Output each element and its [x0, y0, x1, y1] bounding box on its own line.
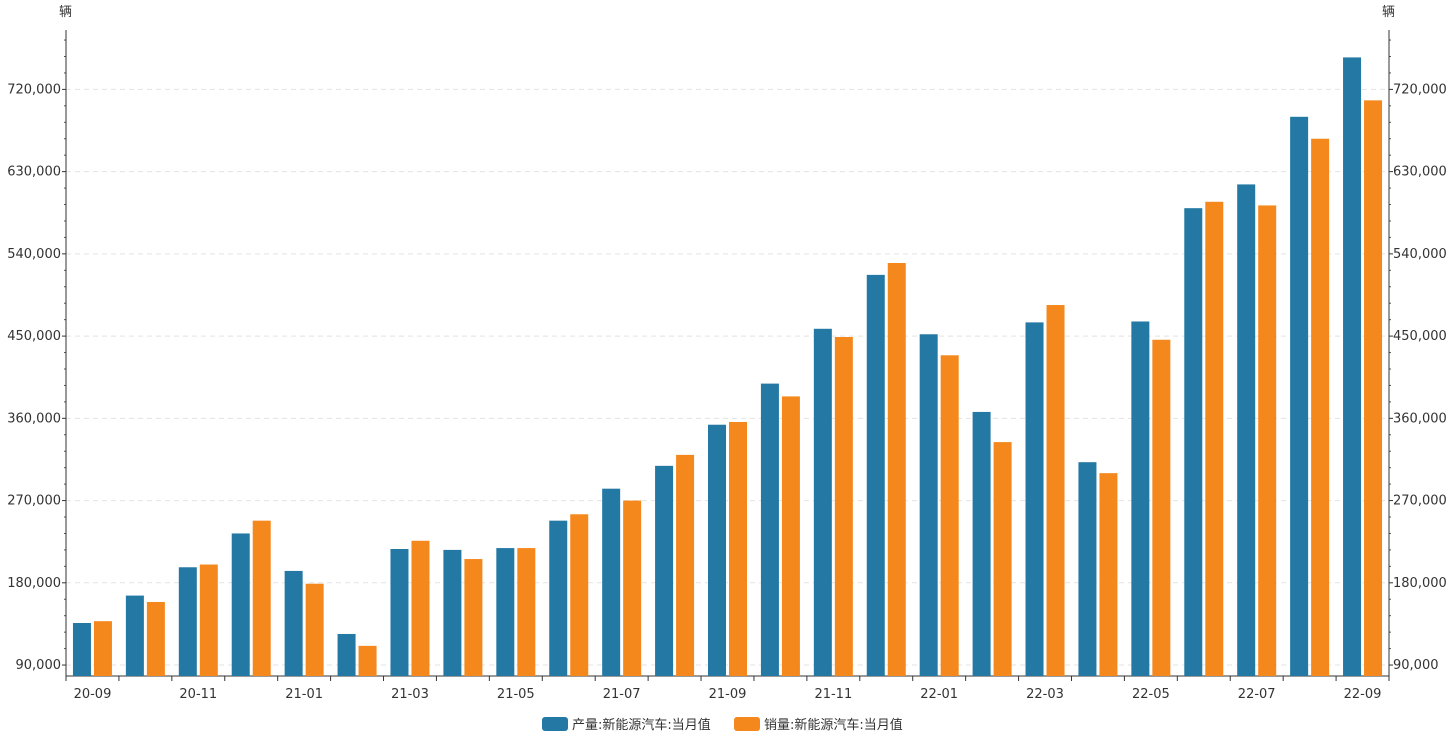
- y-tick-label-left: 720,000: [7, 82, 61, 97]
- bar-production-20-12[interactable]: [231, 533, 250, 676]
- bar-production-22-06[interactable]: [1184, 208, 1203, 676]
- legend-swatch[interactable]: [542, 717, 568, 731]
- y-tick-label-left: 540,000: [7, 247, 61, 262]
- bar-sales-22-08[interactable]: [1311, 138, 1330, 676]
- bar-production-21-10[interactable]: [760, 383, 779, 676]
- bar-production-21-03[interactable]: [390, 548, 409, 676]
- bar-sales-21-07[interactable]: [623, 500, 642, 676]
- y-tick-label-left: 360,000: [7, 411, 61, 426]
- legend-label[interactable]: 销量:新能源汽车:当月值: [764, 717, 903, 733]
- x-tick-label: 21-11: [814, 687, 852, 702]
- x-tick-label: 22-05: [1132, 687, 1170, 702]
- bar-production-21-02[interactable]: [337, 633, 356, 676]
- bar-production-21-09[interactable]: [708, 424, 726, 676]
- bar-production-22-05[interactable]: [1131, 321, 1150, 676]
- x-tick-label: 22-07: [1238, 687, 1276, 702]
- y-tick-label-left: 450,000: [7, 329, 61, 344]
- y-tick-label-right: 630,000: [1393, 165, 1447, 180]
- left-axis-unit: 辆: [59, 5, 72, 20]
- bar-sales-20-11[interactable]: [199, 564, 218, 676]
- x-tick-label: 22-03: [1026, 687, 1064, 702]
- bar-sales-22-04[interactable]: [1099, 473, 1118, 676]
- bar-production-22-03[interactable]: [1025, 322, 1044, 676]
- bar-sales-21-11[interactable]: [834, 337, 853, 676]
- bar-production-21-11[interactable]: [813, 328, 832, 676]
- y-tick-label-right: 360,000: [1393, 411, 1447, 426]
- bar-production-22-09[interactable]: [1343, 57, 1362, 676]
- bar-sales-22-05[interactable]: [1152, 339, 1171, 676]
- legend-swatch[interactable]: [734, 717, 760, 731]
- bar-sales-21-05[interactable]: [517, 548, 536, 676]
- bar-production-20-09[interactable]: [72, 623, 91, 676]
- x-tick-label: 21-05: [497, 687, 535, 702]
- bar-sales-20-09[interactable]: [93, 621, 112, 676]
- bar-sales-20-10[interactable]: [146, 601, 165, 676]
- bar-sales-21-06[interactable]: [570, 514, 589, 676]
- bar-sales-21-04[interactable]: [464, 559, 483, 676]
- bar-sales-22-01[interactable]: [940, 355, 959, 676]
- bar-production-21-08[interactable]: [655, 465, 674, 676]
- bar-production-20-11[interactable]: [178, 567, 197, 676]
- x-tick-label: 21-07: [603, 687, 641, 702]
- bar-sales-22-07[interactable]: [1258, 205, 1277, 676]
- y-tick-label-left: 180,000: [7, 576, 61, 591]
- x-tick-label: 20-09: [74, 687, 112, 702]
- bar-production-21-01[interactable]: [284, 570, 303, 676]
- legend-label[interactable]: 产量:新能源汽车:当月值: [572, 717, 711, 733]
- bar-production-21-06[interactable]: [549, 520, 568, 676]
- x-tick-label: 21-09: [709, 687, 747, 702]
- bar-production-21-04[interactable]: [443, 549, 462, 676]
- bar-production-22-08[interactable]: [1290, 116, 1309, 676]
- bar-production-21-05[interactable]: [496, 548, 515, 676]
- y-tick-label-right: 540,000: [1393, 247, 1447, 262]
- y-tick-label-right: 90,000: [1393, 658, 1439, 673]
- y-tick-label-left: 90,000: [16, 658, 62, 673]
- bar-sales-22-02[interactable]: [993, 442, 1012, 676]
- axes: 90,000 90,000 180,000 180,000 270,000 270,000…: [7, 30, 1447, 702]
- bar-sales-21-01[interactable]: [305, 583, 324, 676]
- bars: [72, 57, 1383, 676]
- x-tick-label: 21-03: [391, 687, 429, 702]
- bar-production-22-04[interactable]: [1078, 462, 1097, 676]
- bar-sales-21-10[interactable]: [781, 396, 800, 676]
- bar-production-21-12[interactable]: [866, 274, 885, 676]
- y-tick-label-right: 180,000: [1393, 576, 1447, 591]
- legend[interactable]: 产量:新能源汽车:当月值 销量:新能源汽车:当月值: [542, 717, 903, 733]
- bar-production-21-07[interactable]: [602, 488, 621, 676]
- x-tick-label: 22-09: [1344, 687, 1382, 702]
- bar-sales-21-03[interactable]: [411, 540, 430, 676]
- bar-production-22-07[interactable]: [1237, 184, 1256, 676]
- bar-sales-22-03[interactable]: [1046, 305, 1065, 676]
- bar-production-22-02[interactable]: [972, 411, 991, 676]
- y-tick-label-left: 270,000: [7, 494, 61, 509]
- y-tick-label-right: 270,000: [1393, 494, 1447, 509]
- x-tick-label: 20-11: [179, 687, 217, 702]
- bar-sales-22-09[interactable]: [1364, 100, 1383, 676]
- x-tick-label: 21-01: [285, 687, 323, 702]
- bar-production-20-10[interactable]: [125, 595, 144, 676]
- bar-sales-22-06[interactable]: [1205, 201, 1224, 676]
- bar-sales-21-08[interactable]: [676, 454, 695, 676]
- bar-sales-21-12[interactable]: [887, 262, 906, 676]
- bar-sales-21-09[interactable]: [729, 421, 747, 676]
- bar-production-22-01[interactable]: [919, 334, 938, 676]
- bar-sales-20-12[interactable]: [252, 520, 271, 676]
- y-tick-label-right: 450,000: [1393, 329, 1447, 344]
- bar-sales-21-02[interactable]: [358, 645, 377, 676]
- x-tick-label: 22-01: [920, 687, 958, 702]
- y-tick-label-left: 630,000: [7, 165, 61, 180]
- right-axis-unit: 辆: [1382, 5, 1395, 20]
- y-tick-label-right: 720,000: [1393, 82, 1447, 97]
